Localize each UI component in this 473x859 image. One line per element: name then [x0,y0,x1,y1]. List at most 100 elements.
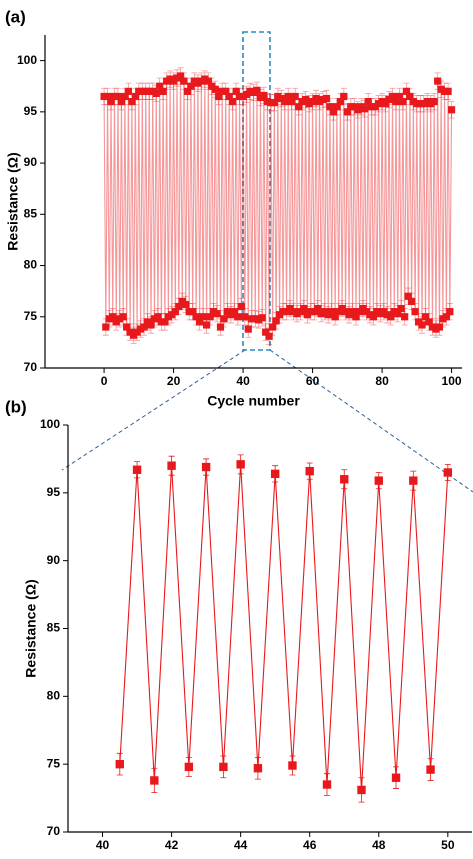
data-point [132,465,142,474]
x-tick-label: 48 [372,838,386,852]
x-tick-label: 60 [306,374,320,388]
data-point [159,87,167,95]
data-point [406,92,414,101]
data-point [291,92,299,101]
data-point [253,86,261,94]
data-point [123,323,131,331]
data-point [340,475,349,484]
data-point [147,321,155,329]
data-point [206,313,214,321]
data-point [103,92,112,101]
data-point [229,98,237,106]
data-point [140,323,148,331]
data-point [395,92,404,101]
data-point [269,323,277,331]
y-axis-title: Resistance (Ω) [23,579,39,677]
data-point [357,785,366,795]
data-point [202,321,211,329]
data-point [204,77,212,85]
x-tick-label: 20 [167,374,181,388]
data-point [404,292,412,300]
data-point [443,468,453,477]
data-point [199,313,207,321]
zoom-connector [269,349,473,493]
data-point [154,313,162,321]
y-tick-label: 85 [24,206,38,220]
data-point [152,89,160,98]
data-point [331,313,339,321]
data-point [117,98,126,106]
data-point [232,87,240,95]
data-point [119,313,127,321]
data-point [121,92,129,101]
data-point [364,98,372,106]
data-point [446,308,454,316]
data-point [220,315,228,323]
data-point [328,308,336,316]
data-point [244,325,252,333]
data-point [171,308,179,316]
y-axis-title: Resistance (Ω) [5,152,21,250]
data-point [213,310,221,318]
y-tick-label: 70 [47,824,61,838]
data-point [241,313,249,321]
zoom-box [242,31,271,351]
y-tick-label: 70 [24,360,38,374]
data-point [322,94,331,103]
data-point [352,313,360,321]
y-tick-label: 85 [47,621,61,635]
data-point [196,318,204,326]
data-point [114,92,122,101]
data-point [444,87,452,95]
data-point [184,762,194,772]
data-point [265,332,273,340]
data-point [336,98,344,106]
panel-label: (a) [5,7,26,26]
x-axis-title: Cycle number [207,393,300,409]
x-tick-label: 40 [96,838,110,852]
data-point [211,85,219,93]
data-point [394,310,402,318]
data-point [284,92,292,101]
x-tick-label: 42 [165,838,179,852]
data-point [343,108,351,116]
y-tick-label: 90 [47,553,61,567]
data-point [421,313,430,321]
data-point [189,308,197,316]
data-point [348,308,357,316]
data-point [281,98,289,106]
data-point [391,773,401,782]
data-point [288,761,297,770]
data-point [387,313,395,321]
data-point [260,91,268,100]
data-point [131,92,139,101]
x-tick-label: 44 [234,838,248,852]
y-tick-label: 100 [17,53,37,67]
data-point [234,313,242,321]
data-point [430,98,438,106]
data-point [392,98,400,106]
data-point [399,98,407,106]
data-point [435,323,444,331]
data-point [253,764,263,773]
data-point [175,302,183,311]
panel-label: (b) [5,397,27,416]
y-tick-label: 75 [47,756,61,770]
data-point [180,77,188,85]
data-point [425,318,433,326]
data-point [388,92,397,101]
x-tick-label: 50 [441,838,455,852]
x-tick-label: 80 [375,374,389,388]
data-point [369,313,377,321]
data-point [333,103,341,111]
data-point [183,87,192,95]
data-point [109,313,117,321]
data-point [102,323,110,331]
data-point [115,759,124,769]
data-point [381,100,390,108]
data-point [314,304,322,313]
data-point [216,323,225,331]
data-point [225,92,233,101]
data-point [322,780,332,789]
